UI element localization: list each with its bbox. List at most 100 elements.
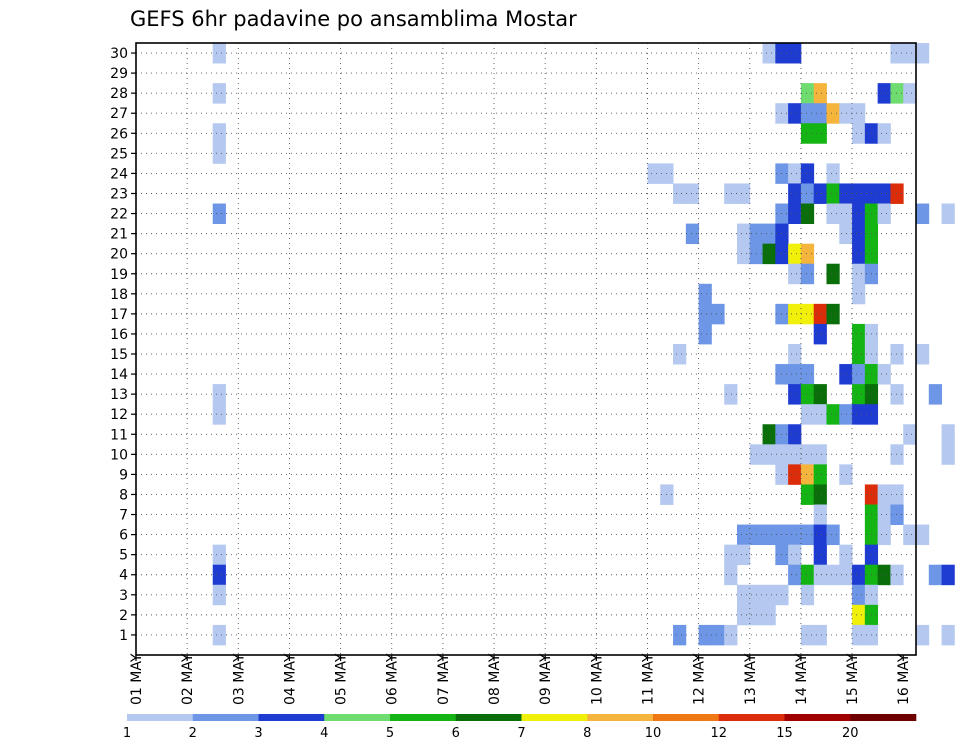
- y-tick-label: 4: [119, 568, 128, 584]
- precip-cell: [736, 584, 751, 606]
- precip-cell: [800, 103, 815, 124]
- precip-cell: [800, 163, 815, 184]
- y-tick-label: 20: [110, 247, 128, 263]
- precip-cell: [852, 584, 866, 606]
- precip-cell: [852, 323, 866, 345]
- precip-cell: [673, 183, 687, 204]
- y-tick-label: 29: [110, 66, 128, 82]
- precip-cell: [212, 43, 226, 64]
- precip-cell: [826, 263, 840, 285]
- precip-cell: [877, 183, 891, 204]
- precip-cell: [839, 364, 853, 385]
- precip-cell: [826, 203, 840, 224]
- legend-swatch: [521, 714, 588, 721]
- x-axis-ticks: 01 MAY 02 MAY 03 MAY 04 MAY 05 MAY 06 MAY 07 M…: [129, 653, 912, 705]
- legend-swatch: [390, 714, 457, 721]
- precip-cell: [941, 444, 955, 465]
- precip-cell: [890, 343, 904, 365]
- precip-cell: [916, 203, 930, 224]
- y-tick-label: 18: [110, 287, 128, 303]
- precip-cell: [852, 223, 866, 245]
- precip-cell: [941, 203, 955, 224]
- precip-cell: [852, 123, 866, 144]
- precip-cell: [800, 303, 815, 325]
- precip-cell: [826, 564, 840, 586]
- precip-cell: [852, 624, 866, 646]
- y-tick-label: 22: [110, 207, 128, 223]
- precip-cell: [839, 544, 853, 566]
- precip-cell: [852, 103, 866, 124]
- x-tick-label: 02 MAY: [180, 653, 196, 705]
- precip-cell: [813, 464, 827, 485]
- precip-cell: [903, 83, 917, 104]
- x-tick-label: 16 MAY: [896, 653, 912, 705]
- precip-cell: [813, 384, 827, 405]
- precip-cell: [788, 424, 802, 445]
- x-tick-label: 09 MAY: [538, 653, 554, 705]
- precip-cell: [788, 564, 802, 586]
- precip-cell: [852, 263, 866, 285]
- x-tick-label: 14 MAY: [794, 653, 810, 705]
- precip-cell: [800, 183, 815, 204]
- precip-cell: [788, 524, 802, 546]
- precip-cell: [212, 584, 226, 606]
- precip-cell: [212, 83, 226, 104]
- precip-cell: [877, 564, 891, 586]
- precip-cell: [788, 203, 802, 224]
- precip-cell: [724, 384, 738, 405]
- precip-cell: [890, 183, 904, 204]
- precip-cell: [788, 384, 802, 405]
- x-tick-label: 07 MAY: [436, 653, 452, 705]
- precip-cell: [813, 624, 827, 646]
- precip-cell: [800, 464, 815, 485]
- precip-cell: [813, 444, 827, 465]
- precip-cell: [928, 564, 942, 586]
- y-tick-label: 8: [119, 487, 128, 503]
- precip-cell: [788, 263, 802, 285]
- precip-cell: [928, 384, 942, 405]
- precip-cell: [826, 303, 840, 325]
- legend-label: 20: [842, 726, 859, 741]
- y-tick-label: 6: [119, 528, 128, 544]
- precip-cell: [800, 564, 815, 586]
- precip-cell: [212, 384, 226, 405]
- x-tick-label: 11 MAY: [640, 653, 656, 705]
- precip-cell: [685, 223, 700, 245]
- y-tick-label: 12: [110, 407, 128, 423]
- precip-cell: [724, 544, 738, 566]
- precip-cell: [788, 243, 802, 265]
- y-tick-label: 16: [110, 327, 128, 343]
- x-tick-label: 12 MAY: [692, 653, 708, 705]
- legend-label: 7: [517, 726, 525, 741]
- y-axis-ticks: 1234567891011121314151617181920212223242…: [110, 46, 136, 644]
- precip-cell: [762, 223, 776, 245]
- precip-cell: [839, 223, 853, 245]
- dotted-grid: [136, 43, 916, 655]
- precip-cell: [736, 243, 751, 265]
- precip-cell: [813, 303, 827, 325]
- y-tick-label: 13: [110, 387, 128, 403]
- precip-cell: [852, 364, 866, 385]
- precip-cell: [800, 83, 815, 104]
- precip-cell: [890, 43, 904, 64]
- precip-cell: [839, 564, 853, 586]
- y-tick-label: 21: [110, 227, 128, 243]
- x-tick-label: 13 MAY: [743, 653, 759, 705]
- precip-cell: [813, 524, 827, 546]
- precip-cell: [890, 564, 904, 586]
- precip-cell: [736, 544, 751, 566]
- legend-label: 10: [645, 726, 662, 741]
- precip-cell: [762, 584, 776, 606]
- y-tick-label: 30: [110, 46, 128, 62]
- precip-cell: [212, 624, 226, 646]
- precip-cell: [724, 564, 738, 586]
- precip-cell: [890, 504, 904, 525]
- precip-cell: [877, 123, 891, 144]
- legend-label: 15: [776, 726, 793, 741]
- precip-cell: [736, 524, 751, 546]
- precip-cell: [800, 123, 815, 144]
- precip-cell: [852, 404, 866, 425]
- legend-swatch: [587, 714, 654, 721]
- y-tick-label: 10: [110, 447, 128, 463]
- legend-swatch: [127, 714, 194, 721]
